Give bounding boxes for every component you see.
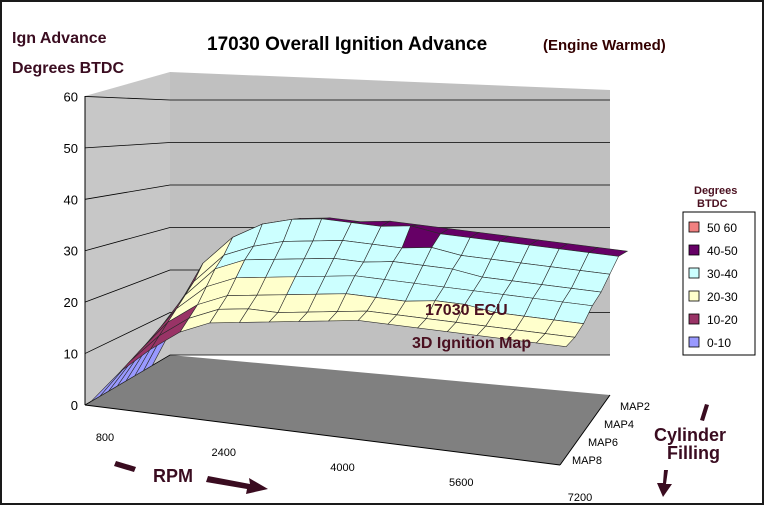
y-tick-label: 30 [64, 244, 78, 259]
z-tick-label: MAP2 [620, 401, 650, 413]
filling-arrow-up [700, 404, 709, 421]
legend-swatch [688, 244, 700, 256]
chart-subtitle: (Engine Warmed) [543, 37, 666, 54]
z-axis-label-line2: Filling [667, 443, 720, 463]
gridline [84, 227, 610, 252]
legend-title-line1: Degrees [694, 185, 737, 197]
floor [85, 355, 610, 465]
y-tick-label: 0 [71, 398, 78, 413]
z-axis-label-line1: Cylinder [654, 425, 726, 445]
y-tick-label: 10 [64, 347, 78, 362]
y-tick-label: 60 [64, 89, 78, 104]
legend-swatch [688, 267, 700, 279]
legend-label: 40-50 [707, 244, 738, 258]
gridlines [84, 96, 610, 406]
chart-title: 17030 Overall Ignition Advance [207, 34, 487, 55]
z-tick-label: MAP6 [588, 437, 618, 449]
z-tick-label: MAP4 [604, 419, 634, 431]
annotation-line2: 3D Ignition Map [412, 335, 531, 352]
z-tick-labels: MAP2 MAP4 MAP6 MAP8 [572, 401, 650, 467]
filling-arrow-down [657, 470, 672, 497]
x-axis-label: RPM [153, 466, 193, 486]
legend-label: 20-30 [707, 290, 738, 304]
legend-label: 0-10 [707, 336, 731, 350]
y-tick-label: 40 [64, 192, 78, 207]
y-axis-label-line1: Ign Advance [12, 30, 107, 47]
x-tick-label: 800 [96, 432, 114, 444]
y-axis-label-line2: Degrees BTDC [12, 60, 124, 77]
legend-box [682, 211, 756, 356]
surface-cell [535, 333, 576, 347]
legend-swatch [688, 221, 700, 233]
annotation-line1: 17030 ECU [425, 302, 508, 319]
surface [90, 217, 629, 402]
x-tick-label: 4000 [330, 462, 354, 474]
x-tick-label: 7200 [568, 492, 592, 504]
rpm-arrow-left [114, 461, 136, 472]
x-tick-label: 5600 [449, 477, 473, 489]
side-wall [85, 72, 170, 405]
legend-label: 10-20 [707, 313, 738, 327]
x-tick-labels: 800 2400 4000 5600 7200 [96, 432, 592, 504]
legend-title-line2: BTDC [697, 198, 728, 210]
legend-label: 30-40 [707, 267, 738, 281]
legend-swatch [688, 290, 700, 302]
gridline [84, 184, 610, 200]
y-tick-label: 20 [64, 295, 78, 310]
y-tick-label: 50 [64, 141, 78, 156]
x-tick-label: 2400 [212, 447, 236, 459]
legend-swatch [688, 313, 700, 325]
legend-swatch [688, 336, 700, 348]
gridline [84, 142, 610, 149]
z-tick-label: MAP8 [572, 455, 602, 467]
legend: 50 60 40-50 30-40 20-30 10-20 0-10 [688, 221, 738, 350]
y-tick-labels: 0 10 20 30 40 50 60 [64, 89, 78, 413]
legend-label: 50 60 [707, 221, 737, 235]
gridline [84, 96, 610, 101]
rpm-arrow-right [206, 476, 268, 494]
